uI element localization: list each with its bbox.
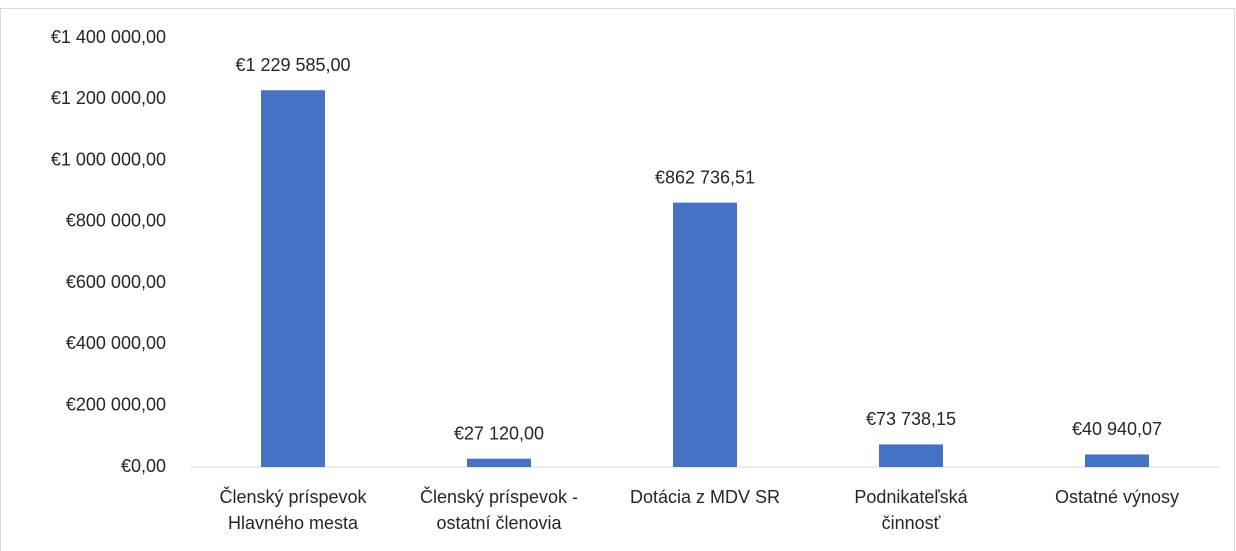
x-tick-label: Členský príspevok - ostatní členovia [419, 487, 579, 533]
data-label: €40 940,07 [1072, 419, 1162, 439]
y-tick-label: €800 000,00 [66, 211, 166, 231]
data-label: €27 120,00 [454, 423, 544, 443]
x-tick-label: Ostatné výnosy [1054, 487, 1180, 507]
y-tick-label: €200 000,00 [66, 394, 166, 414]
bar [879, 444, 943, 467]
y-tick-label: €1 200 000,00 [51, 88, 166, 108]
data-label: €1 229 585,00 [235, 55, 350, 75]
chart-border [0, 8, 1235, 551]
y-tick-label: €1 400 000,00 [51, 27, 166, 47]
y-tick-label: €1 000 000,00 [51, 149, 166, 169]
y-tick-label: €600 000,00 [66, 272, 166, 292]
bar [1085, 454, 1149, 467]
y-tick-label: €0,00 [121, 456, 166, 476]
bar [673, 202, 737, 468]
data-label: €73 738,15 [866, 409, 956, 429]
bar [261, 90, 325, 467]
x-tick-label: Dotácia z MDV SR [629, 487, 781, 507]
bar [467, 458, 531, 467]
data-label: €862 736,51 [655, 167, 755, 187]
x-tick-label: Členský príspevok Hlavného mesta [219, 487, 367, 533]
y-tick-label: €400 000,00 [66, 333, 166, 353]
x-tick-label: Podnikateľská činnosť [854, 487, 968, 533]
